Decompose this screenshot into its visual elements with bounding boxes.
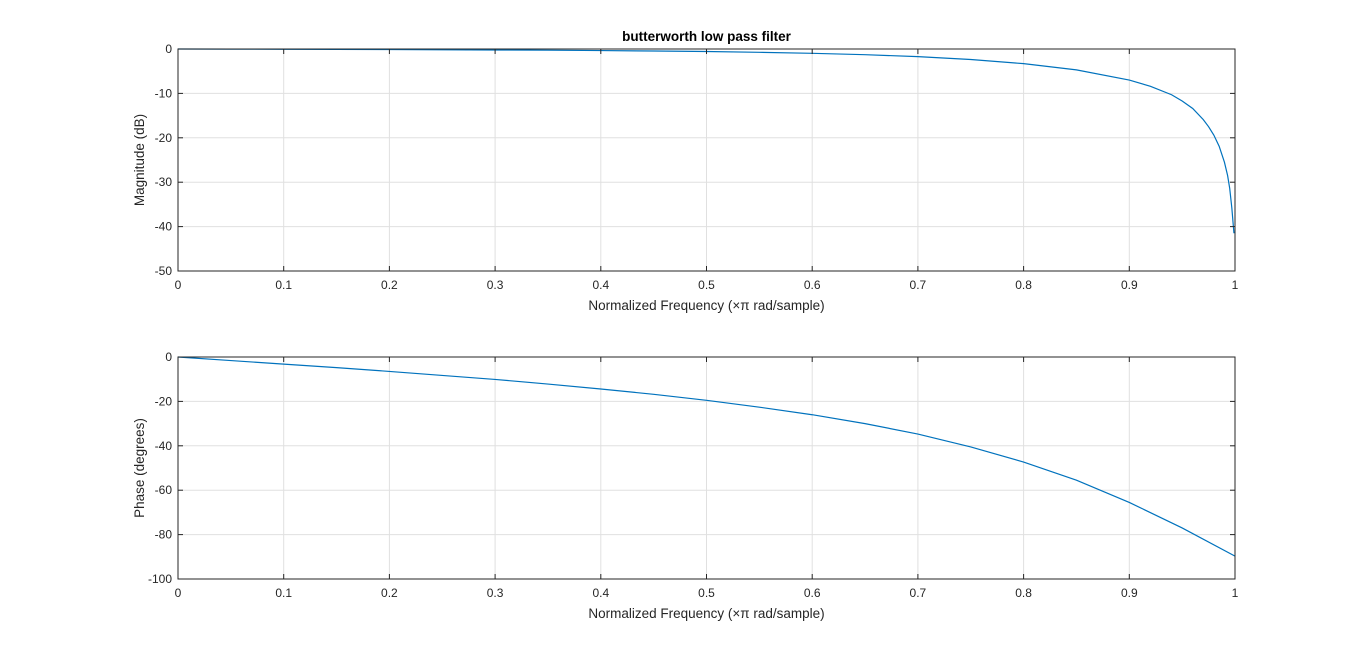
magnitude-chart-title: butterworth low pass filter [622, 29, 792, 44]
phase-ytick-label: -80 [155, 528, 173, 542]
phase-xtick-label: 0.5 [698, 586, 715, 600]
phase-xtick-label: 0.6 [804, 586, 821, 600]
phase-axes: 0 0.1 0.2 0.3 0.4 0.5 0.6 0.7 0.8 0.9 1 -100 -80 -60 -… [132, 350, 1239, 621]
phase-xtick-label: 0.3 [487, 586, 504, 600]
magnitude-ytick-label: -30 [155, 175, 173, 189]
phase-ytick-label: -100 [148, 572, 172, 586]
phase-ytick-label: -60 [155, 483, 173, 497]
phase-xaxis-label: Normalized Frequency (×π rad/sample) [588, 606, 824, 621]
phase-xtick-label: 0.9 [1121, 586, 1138, 600]
magnitude-ytick-label: -10 [155, 86, 173, 100]
magnitude-xtick-label: 0.8 [1015, 278, 1032, 292]
magnitude-xaxis-label: Normalized Frequency (×π rad/sample) [588, 298, 824, 313]
magnitude-xtick-label: 1 [1232, 278, 1239, 292]
phase-xtick-label: 0 [175, 586, 182, 600]
magnitude-ytick-label: -40 [155, 220, 173, 234]
phase-yaxis-label: Phase (degrees) [132, 418, 147, 518]
phase-xtick-label: 0.2 [381, 586, 398, 600]
magnitude-ytick-label: 0 [165, 42, 172, 56]
magnitude-axes: 0 0.1 0.2 0.3 0.4 0.5 0.6 0.7 0.8 0.9 1 -50 -40 -30 -2… [132, 29, 1239, 313]
magnitude-xtick-label: 0.9 [1121, 278, 1138, 292]
phase-xtick-label: 0.8 [1015, 586, 1032, 600]
phase-xtick-label: 0.7 [910, 586, 927, 600]
magnitude-xtick-label: 0.3 [487, 278, 504, 292]
phase-xtick-label: 0.1 [275, 586, 292, 600]
magnitude-xtick-label: 0.5 [698, 278, 715, 292]
phase-series-line [177, 356, 1236, 557]
phase-ytick-label: -40 [155, 439, 173, 453]
magnitude-xtick-label: 0.2 [381, 278, 398, 292]
phase-xtick-label: 1 [1232, 586, 1239, 600]
magnitude-xtick-label: 0 [175, 278, 182, 292]
phase-xtick-label: 0.4 [592, 586, 609, 600]
phase-ytick-label: 0 [165, 350, 172, 364]
magnitude-xtick-label: 0.6 [804, 278, 821, 292]
magnitude-xtick-label: 0.4 [592, 278, 609, 292]
magnitude-ytick-label: -50 [155, 264, 173, 278]
phase-ytick-label: -20 [155, 394, 173, 408]
magnitude-xtick-label: 0.1 [275, 278, 292, 292]
magnitude-yaxis-label: Magnitude (dB) [132, 114, 147, 206]
magnitude-xtick-label: 0.7 [910, 278, 927, 292]
magnitude-ytick-label: -20 [155, 131, 173, 145]
magnitude-series-line [177, 48, 1235, 234]
